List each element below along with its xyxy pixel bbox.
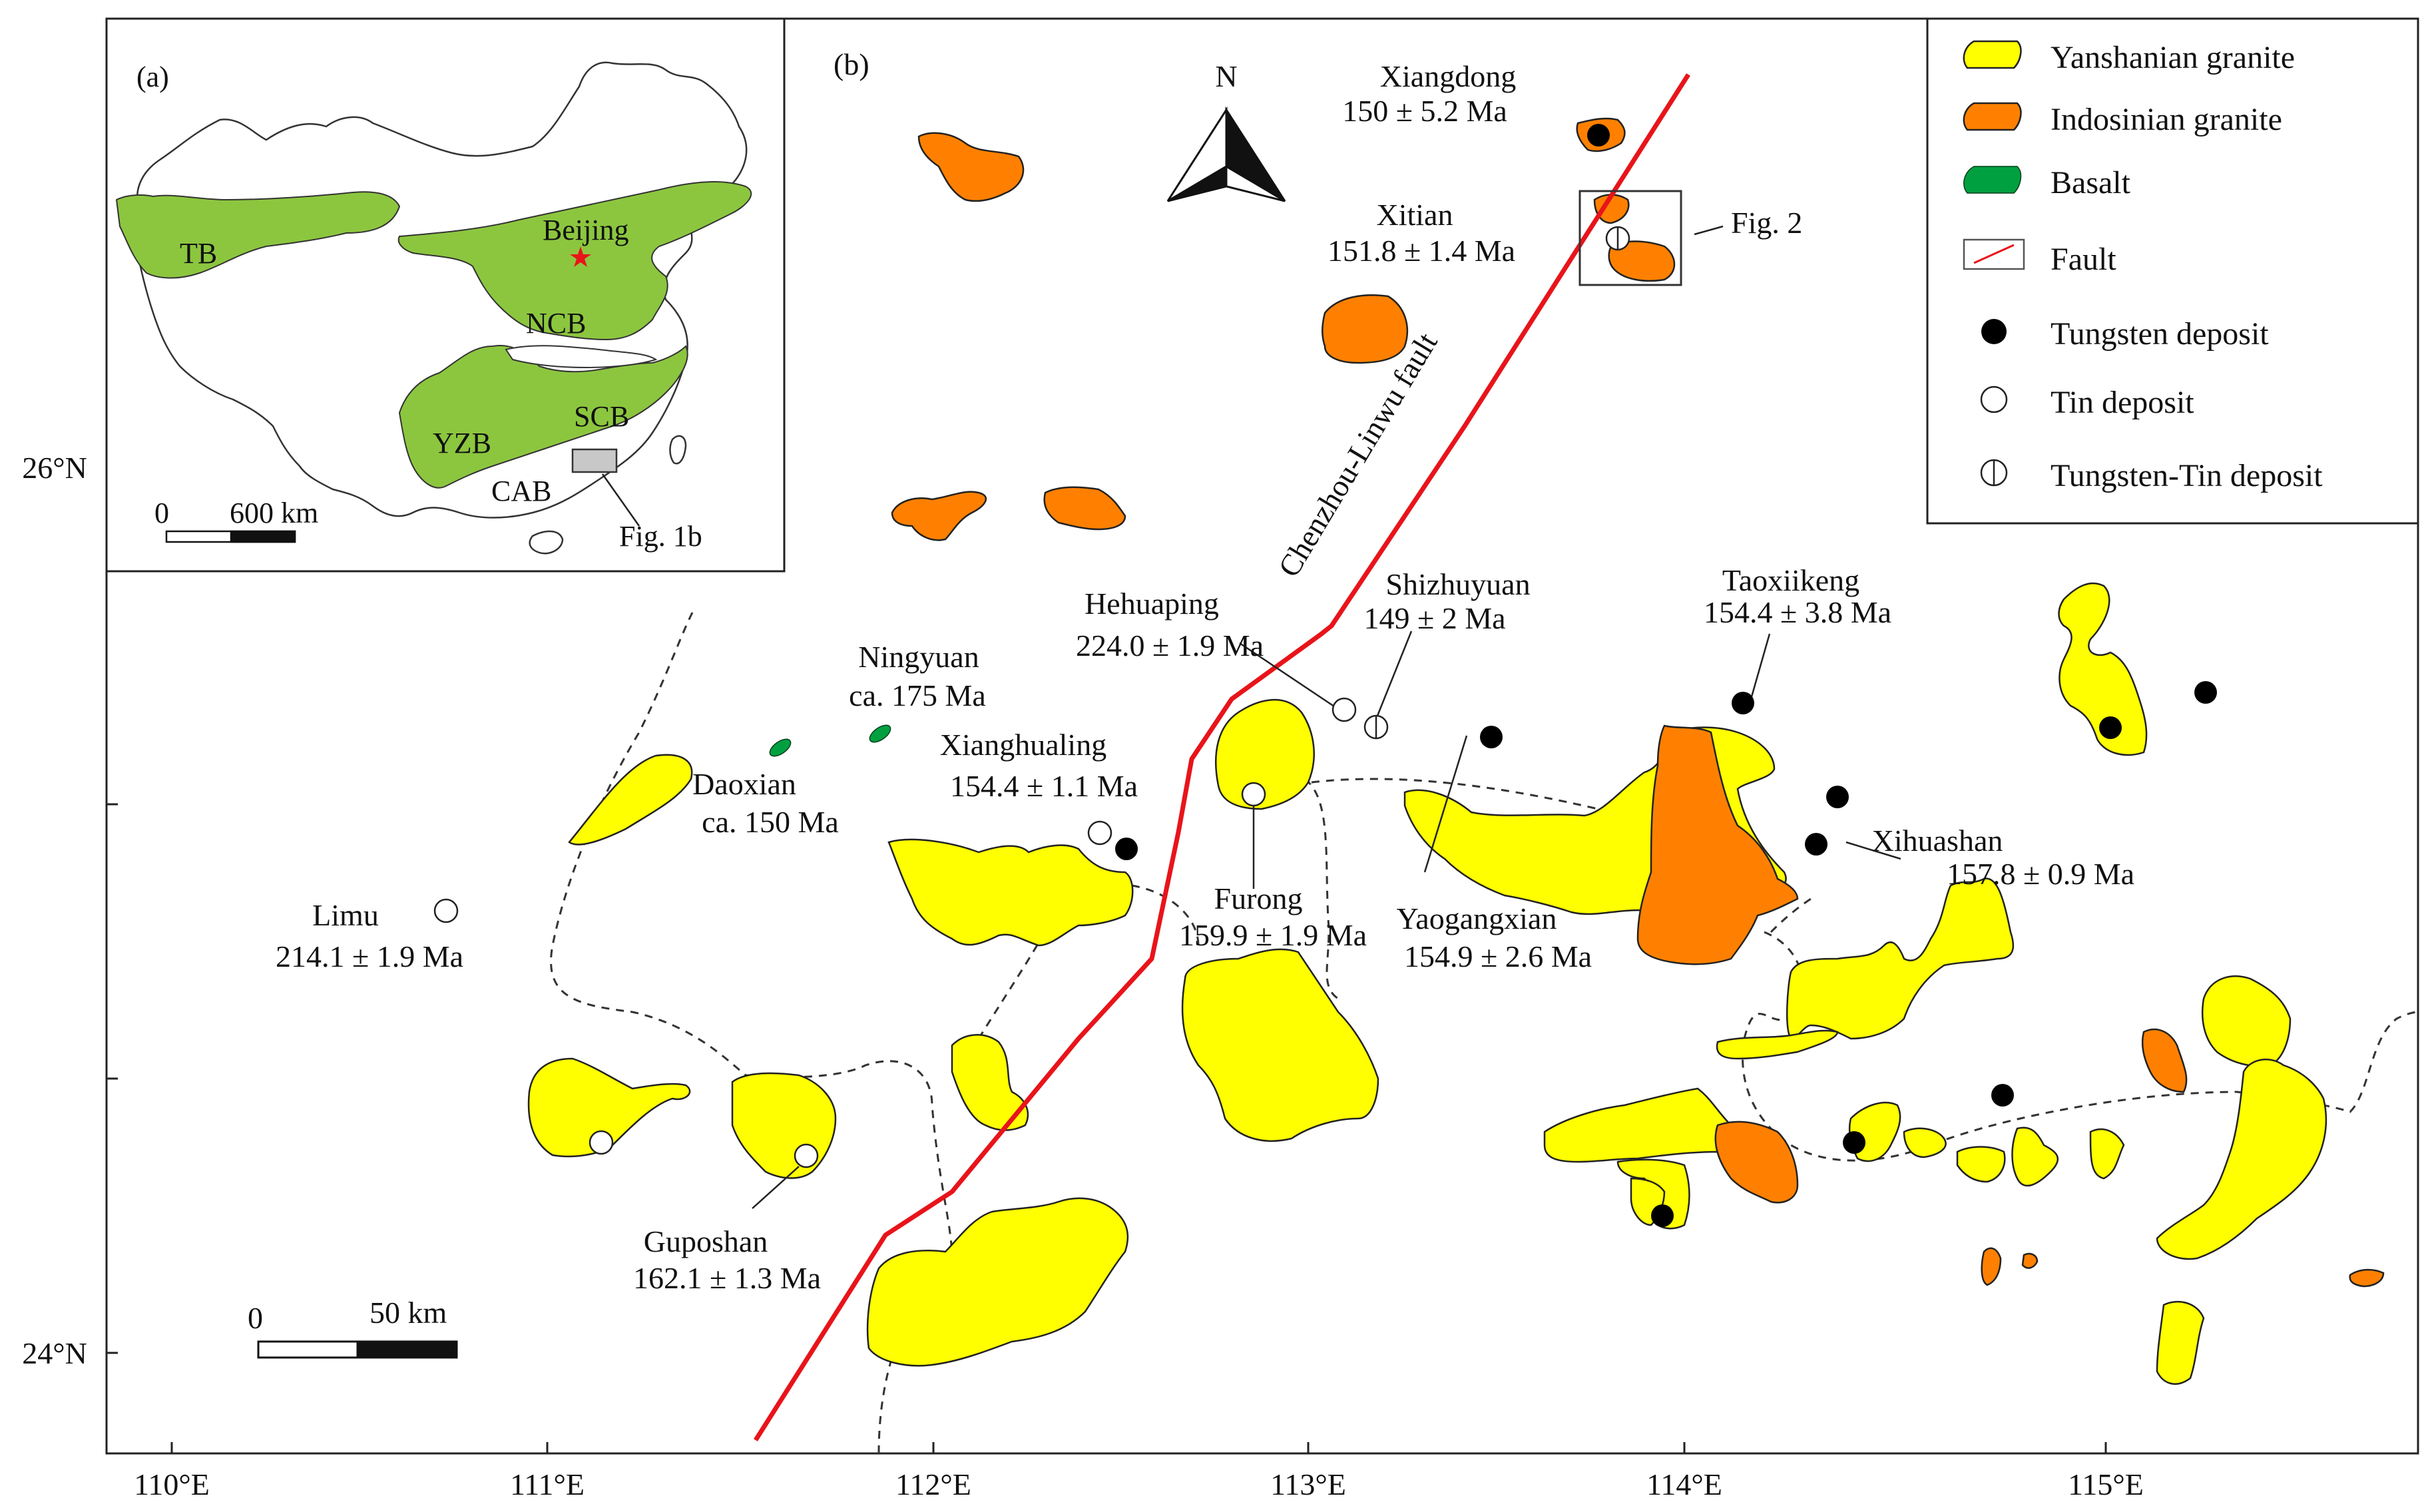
x-tick-112: 112°E — [895, 1467, 971, 1501]
indosinian-granites — [891, 117, 2385, 1288]
taoxiikeng-name: Taoxiikeng — [1722, 563, 1859, 597]
deposit-labels: Xiangdong 150 ± 5.2 Ma Xitian 151.8 ± 1.… — [276, 59, 2134, 1295]
scale-label: 50 km — [369, 1296, 447, 1330]
xiangdong-name: Xiangdong — [1380, 59, 1516, 93]
inset-ncb: NCB — [526, 307, 586, 340]
tungsten-deposits — [1115, 124, 2217, 1227]
inset-fig1b: Fig. 1b — [619, 520, 702, 553]
xihuashan-age: 157.8 ± 0.9 Ma — [1947, 857, 2134, 891]
legend-yanshanian: Yanshanian granite — [2051, 40, 2295, 75]
axis-ticks — [107, 466, 2107, 1453]
inset-yzb: YZB — [433, 427, 491, 459]
north-china-block — [397, 181, 752, 341]
hehuaping-age: 224.0 ± 1.9 Ma — [1076, 629, 1264, 662]
shizhuyuan-name: Shizhuyuan — [1385, 567, 1530, 601]
legend: Yanshanian granite Indosinian granite Ba… — [1926, 17, 2419, 525]
limu-name: Limu — [312, 898, 379, 932]
xianghualing-age: 154.4 ± 1.1 Ma — [950, 769, 1138, 803]
guposhan-age: 162.1 ± 1.3 Ma — [633, 1261, 821, 1295]
scale-zero: 0 — [248, 1301, 263, 1335]
tungsten-tin-deposits — [1363, 226, 1630, 740]
inset-scale-zero: 0 — [154, 497, 169, 529]
x-tick-113: 113°E — [1270, 1467, 1346, 1501]
fig2-callout: Fig. 2 — [1731, 206, 1802, 240]
x-tick-111: 111°E — [510, 1467, 585, 1501]
taoxiikeng-age: 154.4 ± 3.8 Ma — [1704, 595, 1891, 629]
legend-tungsten-tin: Tungsten-Tin deposit — [2051, 458, 2323, 493]
y-tick-24: 24°N — [22, 1336, 87, 1370]
panel-a-label: (a) — [136, 61, 169, 93]
fault-label: Chenzhou-Linwu fault — [1272, 327, 1444, 583]
map-frame — [105, 17, 2419, 1455]
guposhan-name: Guposhan — [644, 1224, 768, 1258]
legend-tin-icon — [1980, 385, 2008, 413]
leader-lines — [752, 630, 1901, 1209]
legend-tin: Tin deposit — [2051, 385, 2194, 420]
yaogangxian-name: Yaogangxian — [1397, 901, 1557, 935]
axis-labels: 110°E 111°E 112°E 113°E 114°E 115°E 26°N… — [22, 451, 2144, 1501]
yangtze-block — [398, 345, 688, 489]
north-label: N — [1215, 59, 1237, 93]
yaogangxian-age: 154.9 ± 2.6 Ma — [1404, 939, 1592, 973]
hehuaping-name: Hehuaping — [1085, 587, 1219, 621]
north-arrow-icon: N — [1166, 59, 1286, 202]
inset-beijing: Beijing — [543, 214, 629, 246]
legend-tungsten-icon — [1981, 319, 2007, 344]
legend-yanshanian-swatch — [1963, 40, 2022, 69]
legend-tungsten: Tungsten deposit — [2051, 316, 2269, 352]
inset-scale-label: 600 km — [230, 497, 318, 529]
legend-indosinian: Indosinian granite — [2051, 102, 2282, 137]
scale-bar: 0 50 km — [248, 1296, 458, 1359]
panel-b-label: (b) — [834, 47, 869, 81]
fig1b-area-box — [571, 448, 618, 473]
furong-age: 159.9 ± 1.9 Ma — [1179, 918, 1367, 952]
xihuashan-name: Xihuashan — [1872, 824, 2003, 858]
inset-cab: CAB — [491, 475, 551, 507]
inset-scb: SCB — [574, 400, 629, 433]
xitian-age: 151.8 ± 1.4 Ma — [1328, 234, 1515, 268]
limu-age: 214.1 ± 1.9 Ma — [276, 939, 463, 973]
ningyuan-age: ca. 175 Ma — [849, 678, 986, 712]
fig2-extent-box — [1578, 190, 1682, 286]
inset-china-map: (a) TB Beijing NCB YZB SCB CAB Fig. 1b 0… — [105, 17, 786, 573]
x-tick-110: 110°E — [134, 1467, 210, 1501]
basalt-outcrops — [769, 724, 891, 757]
legend-indosinian-swatch — [1963, 102, 2022, 131]
xiangdong-age: 150 ± 5.2 Ma — [1342, 94, 1507, 128]
beijing-star-icon — [570, 246, 591, 267]
xianghualing-name: Xianghualing — [940, 728, 1106, 762]
legend-basalt-swatch — [1963, 166, 2022, 194]
xitian-name: Xitian — [1377, 198, 1453, 232]
furong-name: Furong — [1214, 882, 1303, 915]
shizhuyuan-age: 149 ± 2 Ma — [1363, 601, 1505, 635]
china-outline — [134, 61, 748, 519]
x-tick-114: 114°E — [1646, 1467, 1722, 1501]
daoxian-name: Daoxian — [692, 767, 796, 801]
legend-basalt: Basalt — [2051, 165, 2131, 200]
chenzhou-linwu-fault-line — [754, 73, 1690, 1441]
tarim-block — [116, 191, 400, 279]
y-tick-26: 26°N — [22, 451, 87, 485]
inset-tb: TB — [180, 237, 217, 270]
ningyuan-name: Ningyuan — [858, 640, 979, 674]
tin-deposits — [433, 697, 1357, 1168]
legend-fault: Fault — [2051, 242, 2116, 277]
daoxian-age: ca. 150 Ma — [702, 805, 839, 839]
x-tick-115: 115°E — [2068, 1467, 2144, 1501]
